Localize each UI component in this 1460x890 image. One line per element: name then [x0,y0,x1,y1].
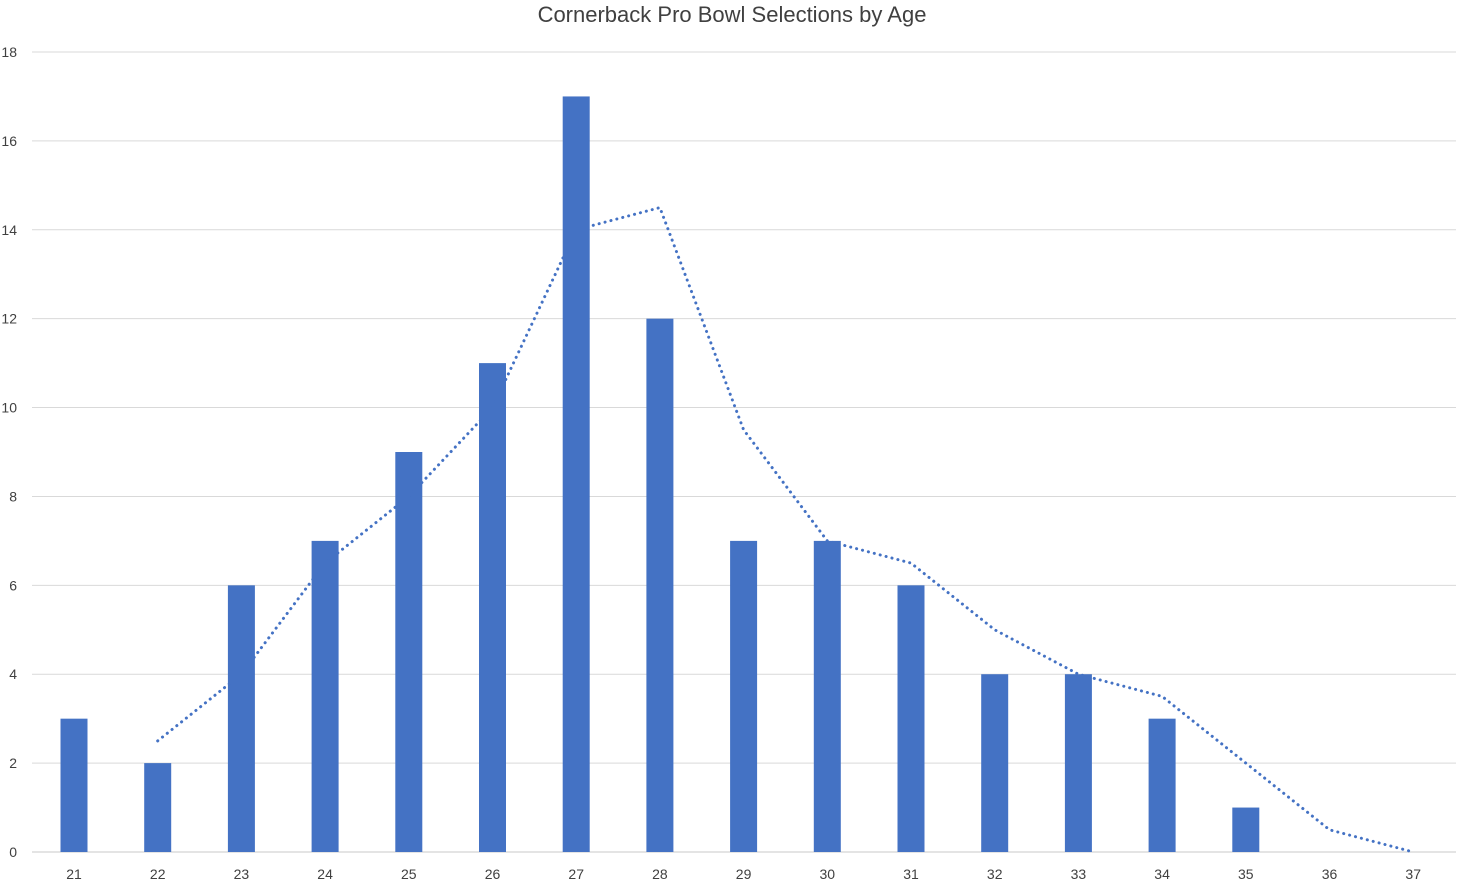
bar-age-32 [981,674,1009,852]
x-tick-label: 30 [820,866,836,882]
y-tick-label: 0 [9,844,17,860]
gridlines [32,51,1456,853]
y-tick-label: 8 [9,488,17,504]
x-tick-label: 28 [652,866,668,882]
y-axis-ticks: 0 2 4 6 8 10 12 14 16 18 [1,44,17,860]
y-tick-label: 18 [1,44,17,60]
x-tick-label: 24 [317,866,333,882]
bar-age-30 [813,540,841,852]
x-tick-label: 37 [1405,866,1421,882]
x-tick-label: 27 [568,866,584,882]
x-tick-label: 32 [987,866,1003,882]
bar-age-35 [1232,807,1260,852]
x-tick-label: 26 [485,866,501,882]
bar-age-29 [730,540,758,852]
bars [60,96,1260,853]
bar-age-31 [897,585,925,852]
bar-age-26 [479,363,506,852]
bar-age-24 [311,540,339,852]
x-tick-label: 29 [736,866,752,882]
y-tick-label: 10 [1,400,17,416]
bar-age-21 [60,718,88,852]
x-tick-label: 35 [1238,866,1254,882]
x-tick-label: 22 [150,866,166,882]
bar-age-25 [395,452,423,852]
x-axis-ticks: 21 22 23 24 25 26 27 28 29 30 31 32 33 34 35 36 37 [66,866,1421,882]
y-tick-label: 12 [1,311,17,327]
chart-title: Cornerback Pro Bowl Selections by Age [538,2,927,27]
dotted-trend-line [156,206,1415,854]
y-tick-label: 4 [9,666,17,682]
trend-line-layer [156,206,1415,854]
bar-age-28 [646,318,674,853]
y-tick-label: 14 [1,222,17,238]
bar-age-23 [227,585,255,852]
x-tick-label: 31 [903,866,919,882]
bar-age-27 [562,96,590,852]
bar-age-33 [1064,674,1092,852]
bar-age-34 [1148,718,1176,852]
bar-age-22 [144,763,172,852]
x-tick-label: 25 [401,866,417,882]
x-tick-label: 21 [66,866,82,882]
y-tick-label: 6 [9,577,17,593]
x-tick-label: 34 [1154,866,1170,882]
y-tick-label: 2 [9,755,17,771]
x-tick-label: 33 [1071,866,1087,882]
y-tick-label: 16 [1,133,17,149]
x-tick-label: 23 [234,866,250,882]
x-tick-label: 36 [1322,866,1338,882]
